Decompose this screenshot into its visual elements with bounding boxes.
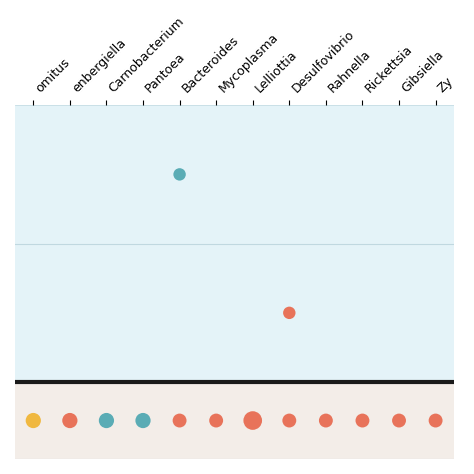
Point [322, 417, 330, 424]
Point [176, 171, 183, 178]
Bar [15, 244, 454, 382]
Point [212, 417, 220, 424]
Point [103, 417, 110, 424]
Bar [15, 105, 454, 244]
Point [66, 417, 73, 424]
Point [285, 309, 293, 317]
Point [249, 417, 256, 424]
Point [139, 417, 147, 424]
Point [285, 417, 293, 424]
Point [395, 417, 403, 424]
Point [359, 417, 366, 424]
Point [432, 417, 439, 424]
Point [29, 417, 37, 424]
Bar [15, 382, 454, 459]
Point [176, 417, 183, 424]
